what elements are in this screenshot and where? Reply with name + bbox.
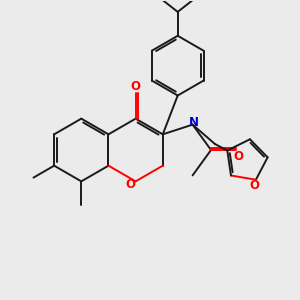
Text: O: O [125, 178, 135, 191]
Text: O: O [249, 178, 260, 192]
Text: N: N [189, 116, 199, 129]
Text: O: O [130, 80, 141, 93]
Text: O: O [233, 150, 243, 163]
